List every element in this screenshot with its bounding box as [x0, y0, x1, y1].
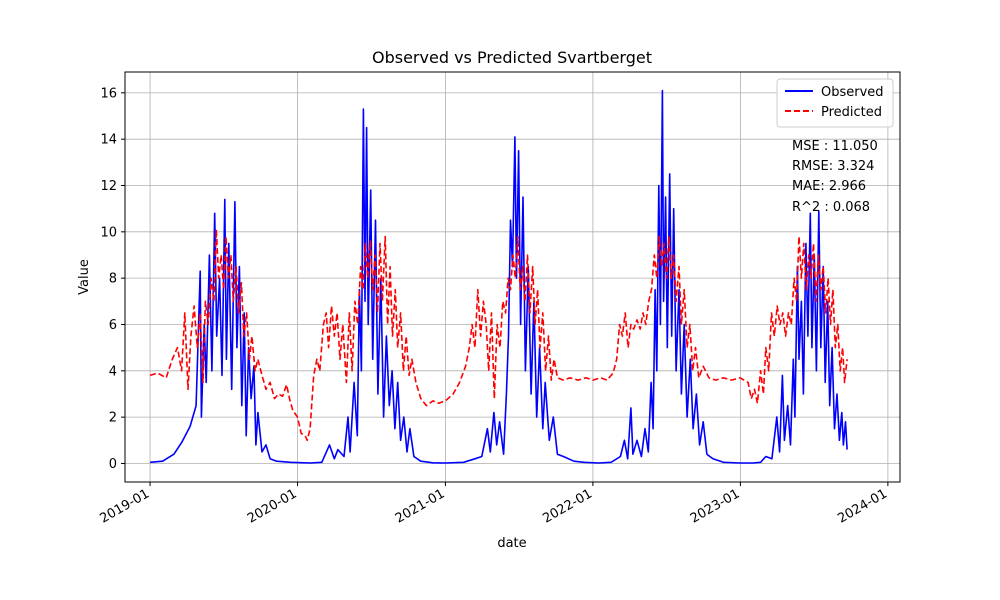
chart-title: Observed vs Predicted Svartberget	[372, 48, 652, 67]
series-layer	[149, 89, 848, 464]
legend-label-observed: Observed	[821, 85, 884, 100]
metric-r2: R^2 : 0.068	[792, 200, 870, 215]
y-tick-label: 10	[100, 225, 117, 240]
y-tick-label: 12	[100, 179, 117, 194]
y-tick-label: 6	[109, 318, 117, 333]
legend-label-predicted: Predicted	[821, 105, 882, 120]
y-tick-label: 14	[100, 133, 117, 148]
x-axis-label: date	[497, 536, 526, 551]
metric-mse: MSE : 11.050	[792, 139, 878, 154]
metric-rmse: RMSE: 3.324	[792, 159, 874, 174]
metric-mae: MAE: 2.966	[792, 179, 866, 194]
series-line-observed	[150, 89, 848, 464]
y-axis-label: Value	[77, 259, 92, 295]
plot-frame	[124, 71, 901, 483]
y-tick-label: 2	[109, 411, 117, 426]
series-line-predicted	[149, 228, 848, 442]
y-tick-label: 16	[100, 86, 117, 101]
y-tick-label: 0	[109, 457, 117, 472]
y-tick-label: 8	[109, 272, 117, 287]
metrics-annotation: MSE : 11.050 RMSE: 3.324 MAE: 2.966 R^2 …	[792, 139, 878, 215]
y-tick-label: 4	[109, 364, 117, 379]
legend: Observed Predicted	[776, 78, 894, 128]
